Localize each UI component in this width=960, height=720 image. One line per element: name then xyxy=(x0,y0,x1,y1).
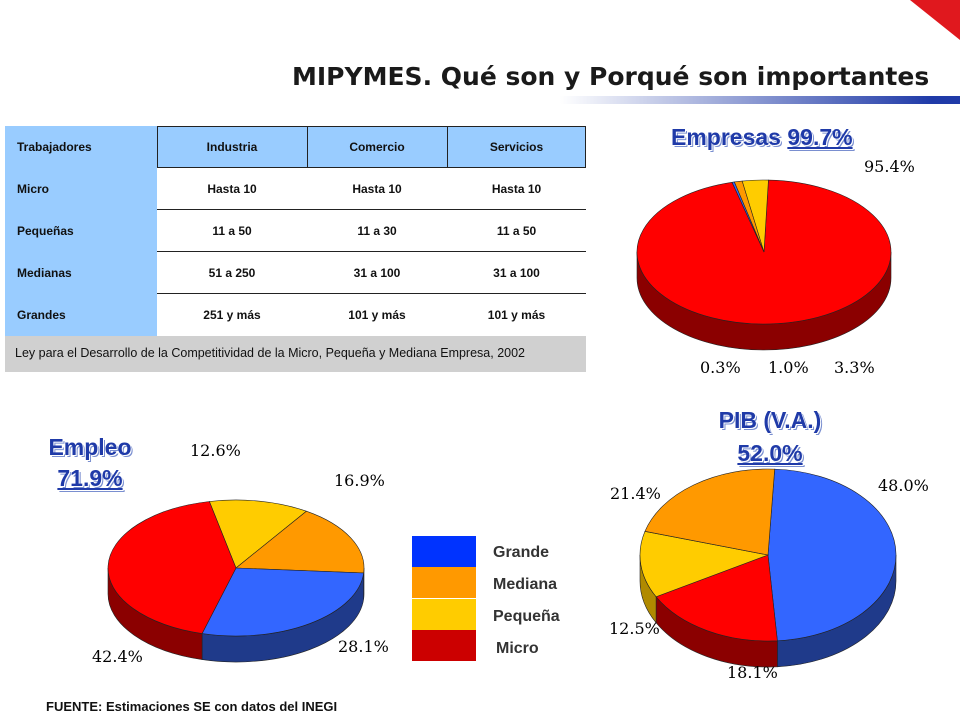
table-rule xyxy=(447,126,448,168)
page-title: MIPYMES. Qué son y Porqué son importante… xyxy=(292,62,930,91)
pie-chart-2 xyxy=(639,468,897,668)
table-rule xyxy=(157,293,586,294)
pie-slice-pequeña xyxy=(208,499,307,569)
pie-slice-pequeña xyxy=(741,179,769,253)
size-classification-table: Trabajadores Industria Comercio Servicio… xyxy=(5,126,586,372)
pib-title-value: 52.0% xyxy=(737,440,803,466)
empleo-label-micro: 42.4% xyxy=(92,647,143,666)
title-underline-end xyxy=(932,96,960,104)
table-rule xyxy=(157,126,586,127)
row-label-grandes: Grandes xyxy=(17,308,66,322)
row-label-medianas: Medianas xyxy=(17,266,72,280)
pie-slice-grande xyxy=(201,567,364,637)
pie-slice-pequeña xyxy=(639,531,770,598)
legend-swatch-pequena xyxy=(412,599,476,630)
legend-label-grande: Grande xyxy=(493,544,550,561)
pib-label-micro: 18.1% xyxy=(727,663,778,682)
empresas-title: Empresas 99.7% xyxy=(671,124,853,151)
empleo-title: Empleo 71.9% xyxy=(40,432,140,494)
table-rule xyxy=(307,126,308,168)
table-footer: Ley para el Desarrollo de la Competitivi… xyxy=(5,336,586,372)
pie-slice-grande xyxy=(767,468,897,642)
table-cell: Hasta 10 xyxy=(491,182,542,196)
header-trabajadores: Trabajadores xyxy=(17,140,92,154)
pib-title: PIB (V.A.) 52.0% xyxy=(690,404,850,470)
table-cell: 11 a 50 xyxy=(212,224,252,238)
pie-slice-mediana xyxy=(235,510,365,574)
pib-label-pequena: 12.5% xyxy=(609,619,660,638)
empresas-label-grande: 0.3% xyxy=(700,358,741,377)
table-cell: 31 a 100 xyxy=(493,266,540,280)
pib-title-label: PIB (V.A.) xyxy=(718,407,822,433)
row-label-pequenas: Pequeñas xyxy=(17,224,74,238)
table-cell: Hasta 10 xyxy=(207,182,257,196)
empresas-label-mediana: 1.0% xyxy=(768,358,809,377)
pib-label-mediana: 21.4% xyxy=(610,484,661,503)
table-cell: 101 y más xyxy=(487,308,546,322)
corner-triangle-decoration xyxy=(910,0,960,40)
legend-swatch-mediana xyxy=(412,567,476,598)
table-cell: 11 a 30 xyxy=(357,224,397,238)
pie-slice-micro xyxy=(107,501,237,634)
pib-label-grande: 48.0% xyxy=(878,476,929,495)
pie-chart-0 xyxy=(636,179,892,351)
legend-label-mediana: Mediana xyxy=(493,576,558,593)
empleo-title-label: Empleo xyxy=(48,434,132,460)
table-rule xyxy=(157,251,586,252)
pie-chart-1 xyxy=(107,499,365,663)
empleo-label-mediana: 16.9% xyxy=(334,471,385,490)
header-servicios: Servicios xyxy=(489,140,544,154)
table-rule xyxy=(585,126,586,168)
row-label-micro: Micro xyxy=(17,182,50,196)
title-underline xyxy=(560,96,932,104)
empleo-label-pequena: 12.6% xyxy=(190,441,241,460)
legend-label-micro: Micro xyxy=(496,640,539,657)
table-footer-text: Ley para el Desarrollo de la Competitivi… xyxy=(15,346,526,360)
empleo-title-value: 71.9% xyxy=(57,465,123,491)
legend-swatch-micro xyxy=(412,630,476,661)
table-cell: 51 a 250 xyxy=(208,266,256,280)
table-cell: 31 a 100 xyxy=(353,266,401,280)
table-cell: 101 y más xyxy=(348,308,406,322)
table-cell: 251 y más xyxy=(203,308,261,322)
table-rule xyxy=(157,126,158,168)
table-left-band xyxy=(5,126,157,372)
empleo-label-grande: 28.1% xyxy=(338,637,389,656)
legend-swatch-grande xyxy=(412,536,476,567)
table-cell: 11 a 50 xyxy=(496,224,537,238)
header-comercio: Comercio xyxy=(349,140,405,154)
table-header-band xyxy=(157,126,586,168)
empresas-title-label: Empresas xyxy=(671,124,781,150)
pie-slice-micro xyxy=(655,554,778,642)
pie-slice-mediana xyxy=(644,468,776,556)
table-cell: Hasta 10 xyxy=(352,182,402,196)
table-rule xyxy=(157,167,586,168)
header-industria: Industria xyxy=(206,140,258,154)
source-note: FUENTE: Estimaciones SE con datos del IN… xyxy=(46,699,338,714)
table-rule xyxy=(157,209,586,210)
empresas-label-micro: 95.4% xyxy=(864,157,915,176)
empresas-title-value: 99.7% xyxy=(787,124,853,150)
legend-label-pequena: Pequeña xyxy=(493,608,560,625)
empresas-label-pequena: 3.3% xyxy=(834,358,875,377)
